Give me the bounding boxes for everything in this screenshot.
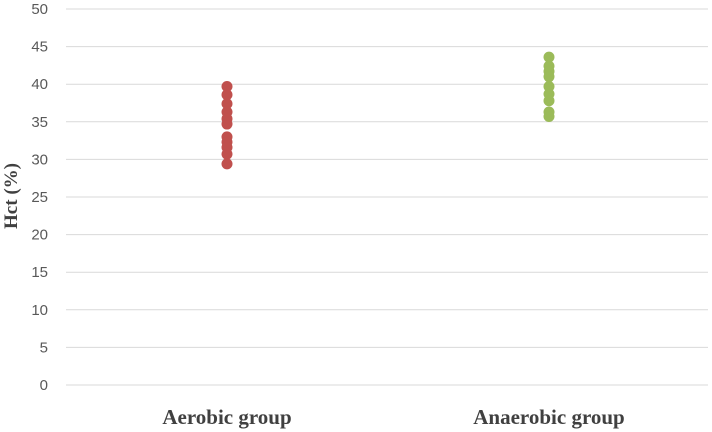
data-point-anaerobic-6 <box>543 95 555 107</box>
y-tick-label-35: 35 <box>31 114 48 131</box>
y-tick-label-40: 40 <box>31 76 48 93</box>
data-point-aerobic-0 <box>221 80 233 92</box>
y-tick-label-5: 5 <box>40 339 48 356</box>
y-tick-label-45: 45 <box>31 39 48 56</box>
y-tick-label-15: 15 <box>31 264 48 281</box>
data-point-aerobic-9 <box>221 148 233 160</box>
y-tick-label-50: 50 <box>31 1 48 18</box>
y-axis-ticks: 0 5 10 15 20 25 30 35 40 45 50 <box>31 1 48 394</box>
x-axis-categories: Aerobic group Anaerobic group <box>162 405 624 429</box>
data-point-anaerobic-0 <box>543 51 555 63</box>
y-tick-label-30: 30 <box>31 151 48 168</box>
gridlines <box>66 8 708 386</box>
y-tick-label-10: 10 <box>31 302 48 319</box>
data-point-aerobic-10 <box>221 158 233 170</box>
category-label-anaerobic: Anaerobic group <box>473 405 625 429</box>
data-point-aerobic-5 <box>221 118 233 130</box>
y-tick-label-0: 0 <box>40 377 48 394</box>
data-point-aerobic-1 <box>221 89 233 101</box>
data-points <box>221 51 555 170</box>
y-axis-label: Hct (%) <box>1 163 22 229</box>
data-point-anaerobic-3 <box>543 71 555 83</box>
data-point-anaerobic-8 <box>543 111 555 123</box>
data-point-aerobic-2 <box>221 98 233 110</box>
y-tick-label-20: 20 <box>31 227 48 244</box>
data-point-anaerobic-4 <box>543 80 555 92</box>
category-label-aerobic: Aerobic group <box>162 405 291 429</box>
y-tick-label-25: 25 <box>31 189 48 206</box>
